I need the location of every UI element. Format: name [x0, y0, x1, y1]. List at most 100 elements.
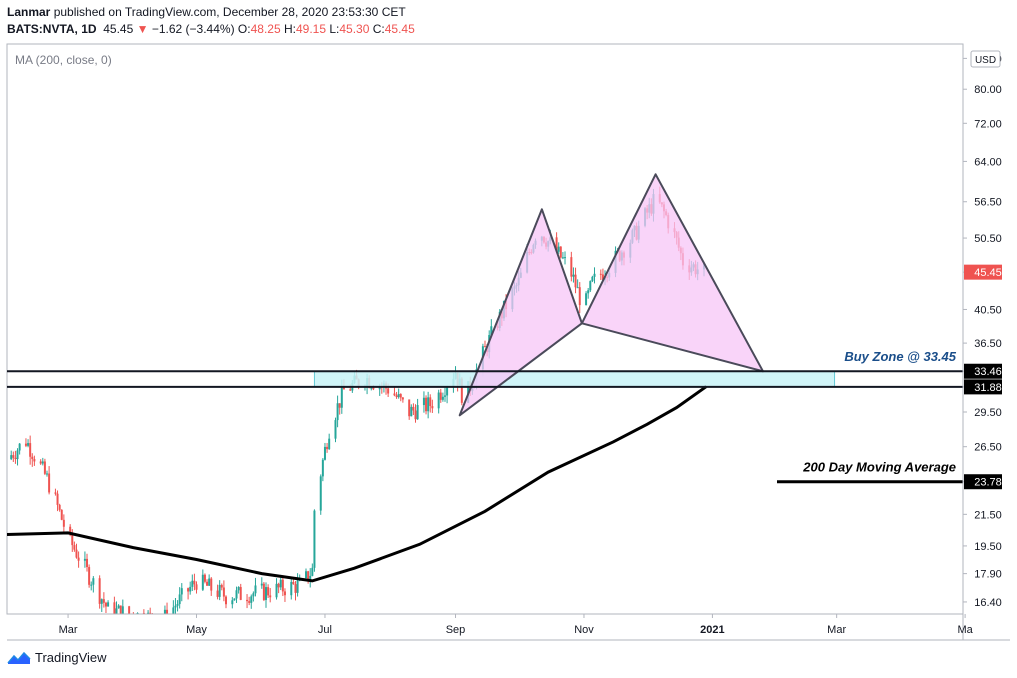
- footer-brand: TradingView: [35, 650, 107, 665]
- candle: [75, 543, 78, 559]
- x-tick-label: Nov: [574, 624, 594, 636]
- candle: [147, 610, 150, 614]
- candle: [90, 581, 93, 591]
- candle: [408, 399, 411, 420]
- candle: [176, 600, 179, 612]
- candle: [246, 594, 249, 609]
- plot-area[interactable]: [6, 43, 964, 615]
- candle: [294, 581, 297, 601]
- candle: [395, 391, 398, 399]
- candle: [237, 586, 240, 594]
- candle: [570, 251, 573, 282]
- candle: [58, 503, 61, 512]
- candle: [235, 586, 238, 603]
- candle: [561, 252, 564, 260]
- candle: [269, 588, 272, 603]
- candle: [262, 581, 265, 602]
- candle: [564, 251, 567, 265]
- symbol-name[interactable]: BATS:NVTA, 1D: [7, 22, 97, 36]
- candle: [431, 399, 434, 413]
- candle: [162, 618, 164, 628]
- candle: [559, 246, 562, 259]
- harmonic-pattern-1[interactable]: [458, 208, 583, 417]
- candle: [128, 605, 131, 614]
- candle: [220, 583, 223, 591]
- candle: [163, 605, 166, 614]
- y-tick-label: 33.46: [974, 366, 1002, 378]
- last-price: 45.45: [103, 22, 134, 36]
- price-tag-bg: [964, 474, 1002, 490]
- candle: [121, 599, 124, 614]
- candle: [441, 392, 444, 402]
- candle: [39, 459, 42, 465]
- author-name[interactable]: Lanmar: [7, 5, 51, 19]
- candle: [60, 509, 63, 521]
- x-tick-label: Mar: [827, 624, 846, 636]
- candle: [134, 619, 136, 623]
- candle: [429, 394, 432, 413]
- candle: [599, 269, 602, 281]
- candle: [328, 433, 331, 450]
- ma200-line[interactable]: [7, 385, 707, 583]
- buy-zone-annotation[interactable]: Buy Zone @ 33.45: [844, 349, 956, 364]
- candle: [145, 618, 147, 630]
- tradingview-logo-icon: [7, 651, 31, 664]
- y-tick-label: 31.88: [974, 382, 1002, 394]
- candle: [98, 575, 101, 609]
- buy-zone-box[interactable]: [313, 370, 836, 388]
- currency-badge[interactable]: [970, 50, 1001, 68]
- candle: [260, 577, 263, 589]
- candle: [587, 288, 590, 299]
- candle: [158, 620, 160, 629]
- y-tick-label: 36.50: [974, 338, 1002, 350]
- ma-annotation[interactable]: 200 Day Moving Average: [802, 460, 956, 475]
- candle: [439, 388, 442, 403]
- candle: [206, 579, 209, 586]
- y-tick-label: 26.50: [974, 442, 1002, 454]
- candle: [326, 442, 329, 453]
- candle: [102, 592, 105, 608]
- tradingview-footer[interactable]: TradingView: [7, 650, 107, 665]
- plot-layer: [7, 173, 836, 630]
- candle: [589, 280, 592, 292]
- indicator-label[interactable]: MA (200, close, 0): [15, 53, 112, 67]
- candle: [311, 563, 314, 577]
- candle: [576, 279, 579, 289]
- down-arrow-icon: ▼: [136, 22, 149, 36]
- candle: [412, 403, 415, 415]
- candle: [557, 242, 560, 254]
- candle: [174, 597, 177, 614]
- publish-date: published on TradingView.com, December 2…: [50, 5, 406, 19]
- candle: [309, 568, 312, 588]
- candle: [585, 291, 588, 306]
- candle: [313, 509, 316, 572]
- x-tick-label: Mar: [59, 624, 78, 636]
- candle: [410, 404, 413, 417]
- candle: [208, 574, 211, 587]
- time-axis[interactable]: Mar May Jul Sep Nov 2021 Mar Ma: [7, 613, 1010, 641]
- candle: [24, 438, 27, 448]
- publish-info: Lanmar published on TradingView.com, Dec…: [7, 5, 406, 19]
- candle: [222, 580, 225, 602]
- candle: [397, 388, 400, 399]
- open-value: 48.25: [250, 22, 281, 36]
- candle: [484, 340, 486, 348]
- candle: [283, 588, 286, 602]
- candle: [62, 514, 65, 533]
- candle: [275, 578, 278, 600]
- price-change: −1.62 (−3.44%): [151, 22, 235, 36]
- low-label: L:: [329, 22, 340, 36]
- harmonic-pattern-2[interactable]: [580, 173, 764, 373]
- candle: [422, 391, 425, 413]
- price-tag-bg: [964, 363, 1002, 379]
- candle: [305, 568, 308, 581]
- price-axis[interactable]: 88.0080.0072.0064.0056.5050.5045.4540.50…: [962, 44, 1002, 640]
- candle: [265, 582, 268, 608]
- y-tick-label: 19.50: [974, 541, 1002, 553]
- candle: [48, 466, 51, 495]
- candle: [267, 584, 270, 598]
- y-tick-label: 21.50: [974, 509, 1002, 521]
- candle: [336, 395, 339, 428]
- candle: [216, 584, 219, 600]
